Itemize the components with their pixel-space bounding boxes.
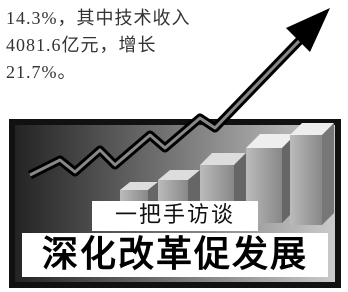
page: 14.3%，其中技术收入 4081.6亿元，增长 21.7%。 一把手访谈 深化… bbox=[0, 0, 348, 292]
banner-headline: 深化改革促发展 bbox=[22, 233, 328, 277]
banner-kicker: 一把手访谈 bbox=[92, 201, 258, 231]
